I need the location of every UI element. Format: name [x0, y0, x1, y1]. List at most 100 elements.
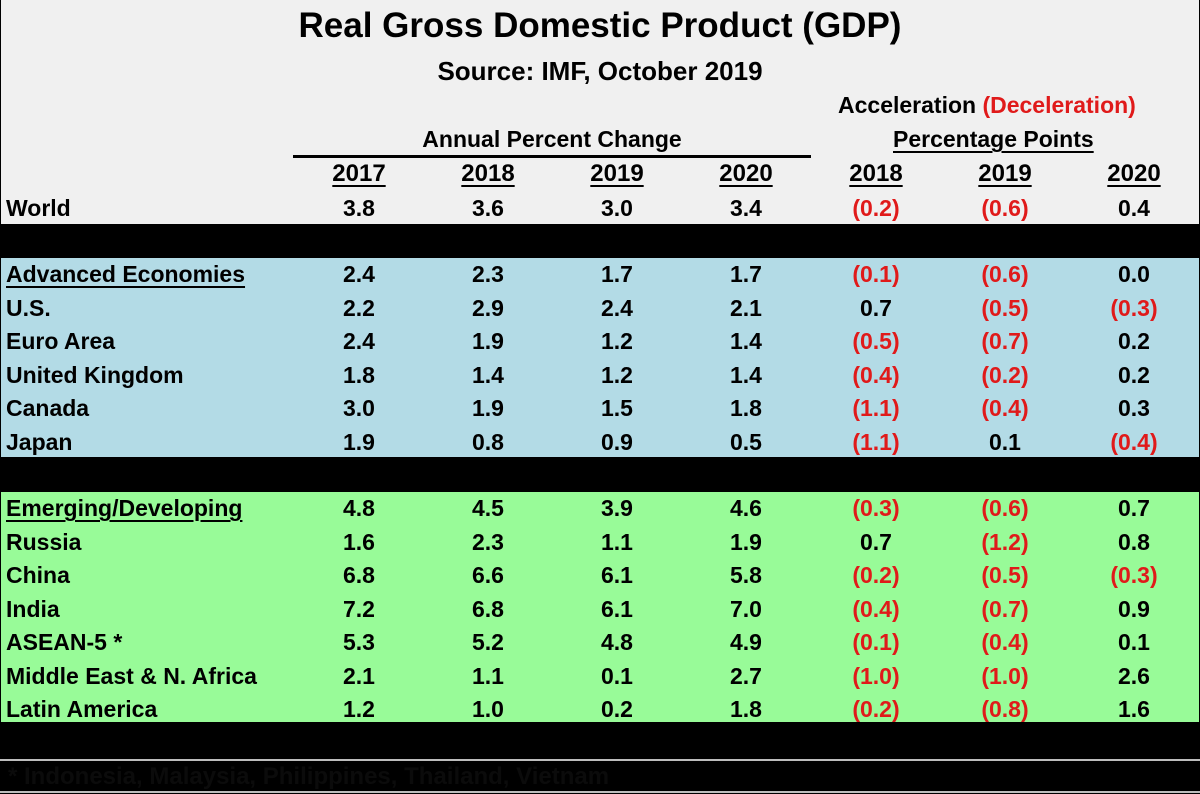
- annual-value-cell: 4.5: [472, 495, 504, 521]
- table-row: U.S. 2.2 2.9 2.4 2.1 0.7 (0.5) (0.3): [1, 293, 1199, 326]
- accel-value-cell: 0.4: [1118, 195, 1150, 221]
- annual-value-cell: 1.7: [601, 261, 633, 287]
- annual-value-cell: 1.2: [343, 696, 375, 722]
- accel-value-cell: (0.1): [852, 261, 900, 287]
- annual-value-cell: 2.1: [343, 663, 375, 689]
- annual-value-cell: 2.1: [730, 295, 762, 321]
- annual-value-cell: 4.8: [601, 629, 633, 655]
- accel-value-cell: 0.1: [1118, 629, 1150, 655]
- accel-year-header: 2020: [1107, 160, 1161, 187]
- row-label: Japan: [6, 429, 73, 455]
- annual-value-cell: 5.3: [343, 629, 375, 655]
- accel-value-cell: (0.7): [981, 328, 1029, 354]
- accel-value-cell: 0.1: [989, 429, 1021, 455]
- accel-value-cell: 0.7: [1118, 495, 1150, 521]
- annual-value-cell: 1.6: [343, 529, 375, 555]
- table-row: Euro Area 2.4 1.9 1.2 1.4 (0.5) (0.7) 0.2: [1, 326, 1199, 359]
- emerging-economies-band: [1, 492, 1199, 722]
- annual-value-cell: 6.8: [343, 562, 375, 588]
- row-label: ASEAN-5 *: [6, 629, 123, 655]
- accel-value-cell: (0.6): [981, 495, 1029, 521]
- accel-value-cell: (0.2): [852, 195, 900, 221]
- table-row: ASEAN-5 * 5.3 5.2 4.8 4.9 (0.1) (0.4) 0.1: [1, 627, 1199, 660]
- row-label: Canada: [6, 395, 90, 421]
- annual-value-cell: 1.0: [472, 696, 504, 722]
- accel-value-cell: 0.7: [860, 295, 892, 321]
- annual-value-cell: 1.9: [343, 429, 375, 455]
- row-label: India: [6, 596, 60, 622]
- accel-value-cell: (0.1): [852, 629, 900, 655]
- annual-value-cell: 6.1: [601, 562, 633, 588]
- annual-value-cell: 6.6: [472, 562, 504, 588]
- annual-value-cell: 1.1: [601, 529, 633, 555]
- header-panel: [1, 0, 1199, 224]
- table-row: Emerging/Developing 4.8 4.5 3.9 4.6 (0.3) (0.6…: [1, 493, 1199, 526]
- table-row: Canada 3.0 1.9 1.5 1.8 (1.1) (0.4) 0.3: [1, 393, 1199, 426]
- annual-value-cell: 1.2: [601, 328, 633, 354]
- annual-value-cell: 3.9: [601, 495, 633, 521]
- row-label: World: [6, 195, 71, 221]
- accel-value-cell: (0.5): [981, 295, 1029, 321]
- annual-value-cell: 3.8: [343, 195, 375, 221]
- annual-value-cell: 6.1: [601, 596, 633, 622]
- accel-value-cell: (0.4): [1110, 429, 1158, 455]
- annual-value-cell: 1.2: [601, 362, 633, 388]
- annual-value-cell: 2.9: [472, 295, 504, 321]
- annual-value-cell: 2.4: [343, 328, 375, 354]
- annual-value-cell: 7.0: [730, 596, 762, 622]
- annual-value-cell: 1.1: [472, 663, 504, 689]
- annual-value-cell: 1.8: [730, 395, 762, 421]
- accel-value-cell: (0.7): [981, 596, 1029, 622]
- annual-value-cell: 0.9: [601, 429, 633, 455]
- advanced-economies-band: [1, 258, 1199, 457]
- footnote: * Indonesia, Malaysia, Philippines, Thai…: [8, 763, 610, 790]
- accel-value-cell: (1.0): [981, 663, 1029, 689]
- annual-year-header: 2019: [590, 160, 644, 187]
- table-row: China 6.8 6.6 6.1 5.8 (0.2) (0.5) (0.3): [1, 560, 1199, 593]
- annual-value-cell: 5.2: [472, 629, 504, 655]
- annual-value-cell: 1.8: [730, 696, 762, 722]
- row-label: Latin America: [6, 696, 158, 722]
- annual-value-cell: 1.9: [472, 395, 504, 421]
- table-title: Real Gross Domestic Product (GDP): [298, 6, 902, 45]
- annual-value-cell: 1.9: [730, 529, 762, 555]
- accel-value-cell: (0.4): [852, 362, 900, 388]
- accel-value-cell: (0.3): [1110, 295, 1158, 321]
- accel-value-cell: (0.5): [981, 562, 1029, 588]
- accel-value-cell: (0.4): [852, 596, 900, 622]
- accel-value-cell: 0.9: [1118, 596, 1150, 622]
- accel-value-cell: (1.0): [852, 663, 900, 689]
- table-row: United Kingdom 1.8 1.4 1.2 1.4 (0.4) (0.2) 0.2: [1, 360, 1199, 393]
- annual-value-cell: 4.8: [343, 495, 375, 521]
- accel-value-cell: 0.8: [1118, 529, 1150, 555]
- acceleration-label: Acceleration: [838, 92, 977, 118]
- accel-value-cell: (0.2): [852, 696, 900, 722]
- accel-value-cell: (0.2): [852, 562, 900, 588]
- annual-percent-change-header: Annual Percent Change: [422, 126, 682, 152]
- annual-value-cell: 2.7: [730, 663, 762, 689]
- table-row: Middle East & N. Africa 2.1 1.1 0.1 2.7 (1.0)…: [1, 661, 1199, 694]
- row-label: Euro Area: [6, 328, 116, 354]
- accel-value-cell: 0.2: [1118, 328, 1150, 354]
- annual-value-cell: 7.2: [343, 596, 375, 622]
- annual-value-cell: 1.7: [730, 261, 762, 287]
- annual-value-cell: 6.8: [472, 596, 504, 622]
- annual-value-cell: 1.4: [730, 362, 762, 388]
- accel-year-header: 2018: [849, 160, 903, 187]
- annual-value-cell: 4.6: [730, 495, 762, 521]
- row-label: U.S.: [6, 295, 51, 321]
- annual-year-header: 2020: [719, 160, 773, 187]
- accel-value-cell: 0.3: [1118, 395, 1150, 421]
- accel-value-cell: 0.0: [1118, 261, 1150, 287]
- annual-value-cell: 4.9: [730, 629, 762, 655]
- accel-value-cell: 0.2: [1118, 362, 1150, 388]
- row-label: United Kingdom: [6, 362, 184, 388]
- accel-value-cell: (1.1): [852, 395, 900, 421]
- row-label: Middle East & N. Africa: [6, 663, 257, 689]
- table-row: Latin America 1.2 1.0 0.2 1.8 (0.2) (0.8) 1.6: [1, 694, 1199, 727]
- table-row: Japan 1.9 0.8 0.9 0.5 (1.1) 0.1 (0.4): [1, 427, 1199, 460]
- annual-value-cell: 0.2: [601, 696, 633, 722]
- annual-value-cell: 0.5: [730, 429, 762, 455]
- annual-value-cell: 2.4: [601, 295, 633, 321]
- accel-value-cell: (1.1): [852, 429, 900, 455]
